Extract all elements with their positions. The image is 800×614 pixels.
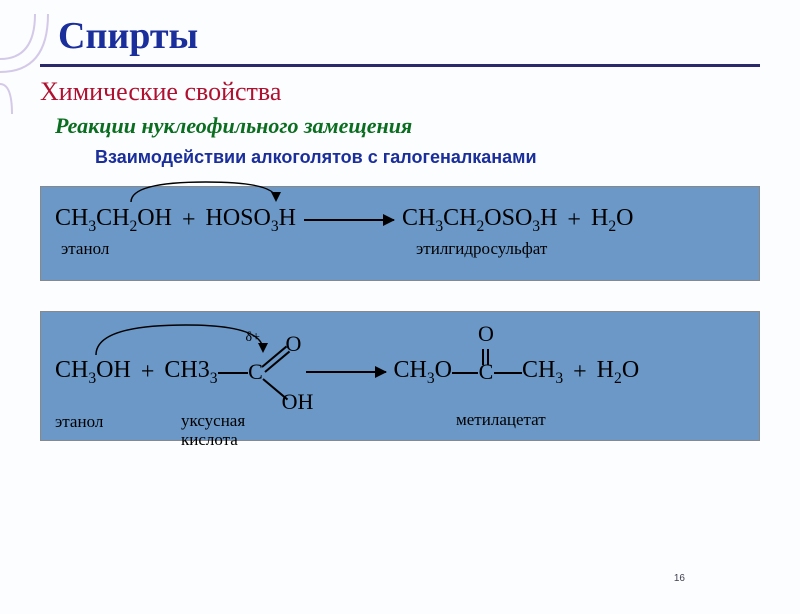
oxygen-atom: O	[478, 321, 494, 347]
product-ethylhydrosulfate: CH3CH2OSO3H	[402, 205, 557, 236]
product-methylacetate-structure: C O	[452, 342, 522, 402]
mechanism-arrow-1	[126, 177, 286, 207]
reactant-ch3-group: CH33	[164, 357, 217, 388]
hydroxyl-group: OH	[282, 389, 314, 415]
product-ch3-group: CH3	[522, 357, 563, 388]
reactant-methanol: CH3OH	[55, 357, 131, 388]
plus-symbol: +	[567, 207, 581, 234]
reaction-box-2: CH3OH + CH33 δ+ C O OH CH3O C	[40, 311, 760, 441]
carbon-atom: C	[479, 359, 494, 385]
label-acetic-acid: уксусная кислота	[181, 412, 245, 449]
reaction-arrow	[304, 219, 394, 221]
product-water: H2O	[597, 357, 639, 388]
reactant-sulfuric-acid: HOSO3H	[206, 205, 296, 236]
product-water: H2O	[591, 205, 633, 236]
label-ethanol-2: этанол	[55, 412, 103, 432]
label-ethanol: этанол	[61, 239, 109, 259]
corner-decoration	[0, 14, 80, 114]
plus-symbol: +	[182, 207, 196, 234]
label-ethylhydrosulfate: этилгидросульфат	[416, 239, 547, 259]
label-methylacetate: метилацетат	[456, 410, 546, 430]
product-ch3o-group: CH3O	[394, 357, 452, 388]
reaction-arrow	[306, 371, 386, 373]
section-heading: Химические свойства	[40, 77, 800, 107]
title-divider	[40, 64, 760, 67]
reactant-acetic-acid-structure: δ+ C O OH	[218, 342, 298, 402]
carbon-atom: C	[248, 359, 263, 385]
reaction-box-1: CH3CH2OH + HOSO3H CH3CH2OSO3H + H2O этан…	[40, 186, 760, 281]
plus-symbol: +	[141, 359, 155, 386]
subsection-heading: Реакции нуклеофильного замещения	[55, 113, 800, 139]
delta-plus-label: δ+	[246, 330, 261, 346]
page-number: 16	[674, 573, 685, 584]
oxygen-atom: O	[286, 331, 302, 357]
reactant-ethanol: CH3CH2OH	[55, 205, 172, 236]
reaction-equation-1: CH3CH2OH + HOSO3H CH3CH2OSO3H + H2O	[55, 205, 745, 236]
caption-heading: Взаимодействии алкоголятов с галогеналка…	[95, 147, 800, 168]
slide-title: Спирты	[58, 14, 800, 58]
plus-symbol: +	[573, 359, 587, 386]
